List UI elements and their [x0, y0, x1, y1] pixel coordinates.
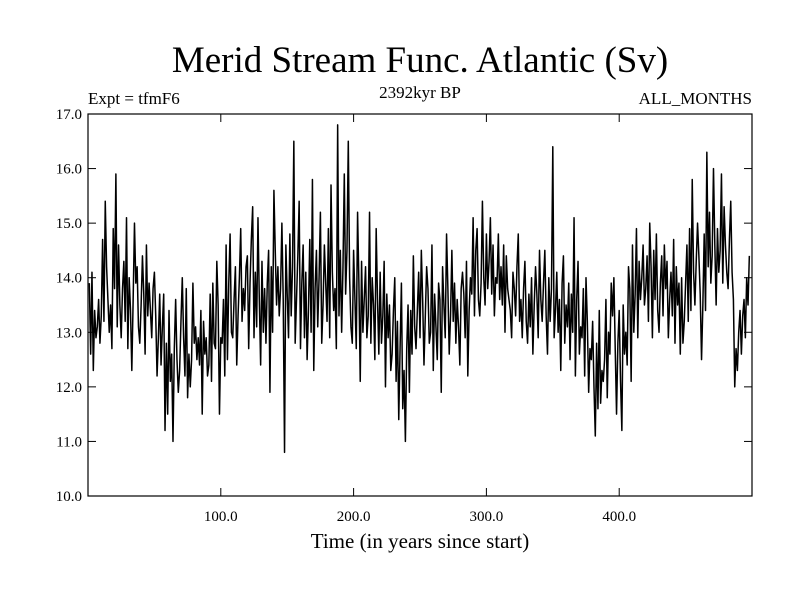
x-tick-label: 200.0 [337, 509, 371, 525]
subtitle-left: Expt = tfmF6 [88, 89, 180, 108]
y-tick-label: 16.0 [56, 162, 82, 178]
y-tick-label: 14.0 [56, 271, 82, 287]
y-tick-label: 17.0 [56, 107, 82, 123]
series-line [88, 124, 751, 454]
y-axis: 10.0 11.0 12.0 13.0 14.0 15.0 16.0 17.0 [56, 107, 752, 505]
x-tick-label: 100.0 [204, 509, 238, 525]
y-tick-label: 13.0 [56, 325, 82, 341]
y-tick-label: 15.0 [56, 216, 82, 232]
plot-frame [87, 113, 753, 497]
x-axis: 100.0 200.0 300.0 400.0 [204, 114, 636, 525]
y-tick-label: 11.0 [56, 434, 82, 450]
x-tick-label: 400.0 [602, 509, 636, 525]
chart-title: Merid Stream Func. Atlantic (Sv) [172, 40, 668, 81]
y-tick-label: 10.0 [56, 489, 82, 505]
subtitle-center: 2392kyr BP [379, 83, 461, 102]
x-axis-label: Time (in years since start) [311, 529, 530, 553]
subtitle-right: ALL_MONTHS [639, 89, 752, 108]
x-tick-label: 300.0 [470, 509, 504, 525]
y-tick-label: 12.0 [56, 380, 82, 396]
